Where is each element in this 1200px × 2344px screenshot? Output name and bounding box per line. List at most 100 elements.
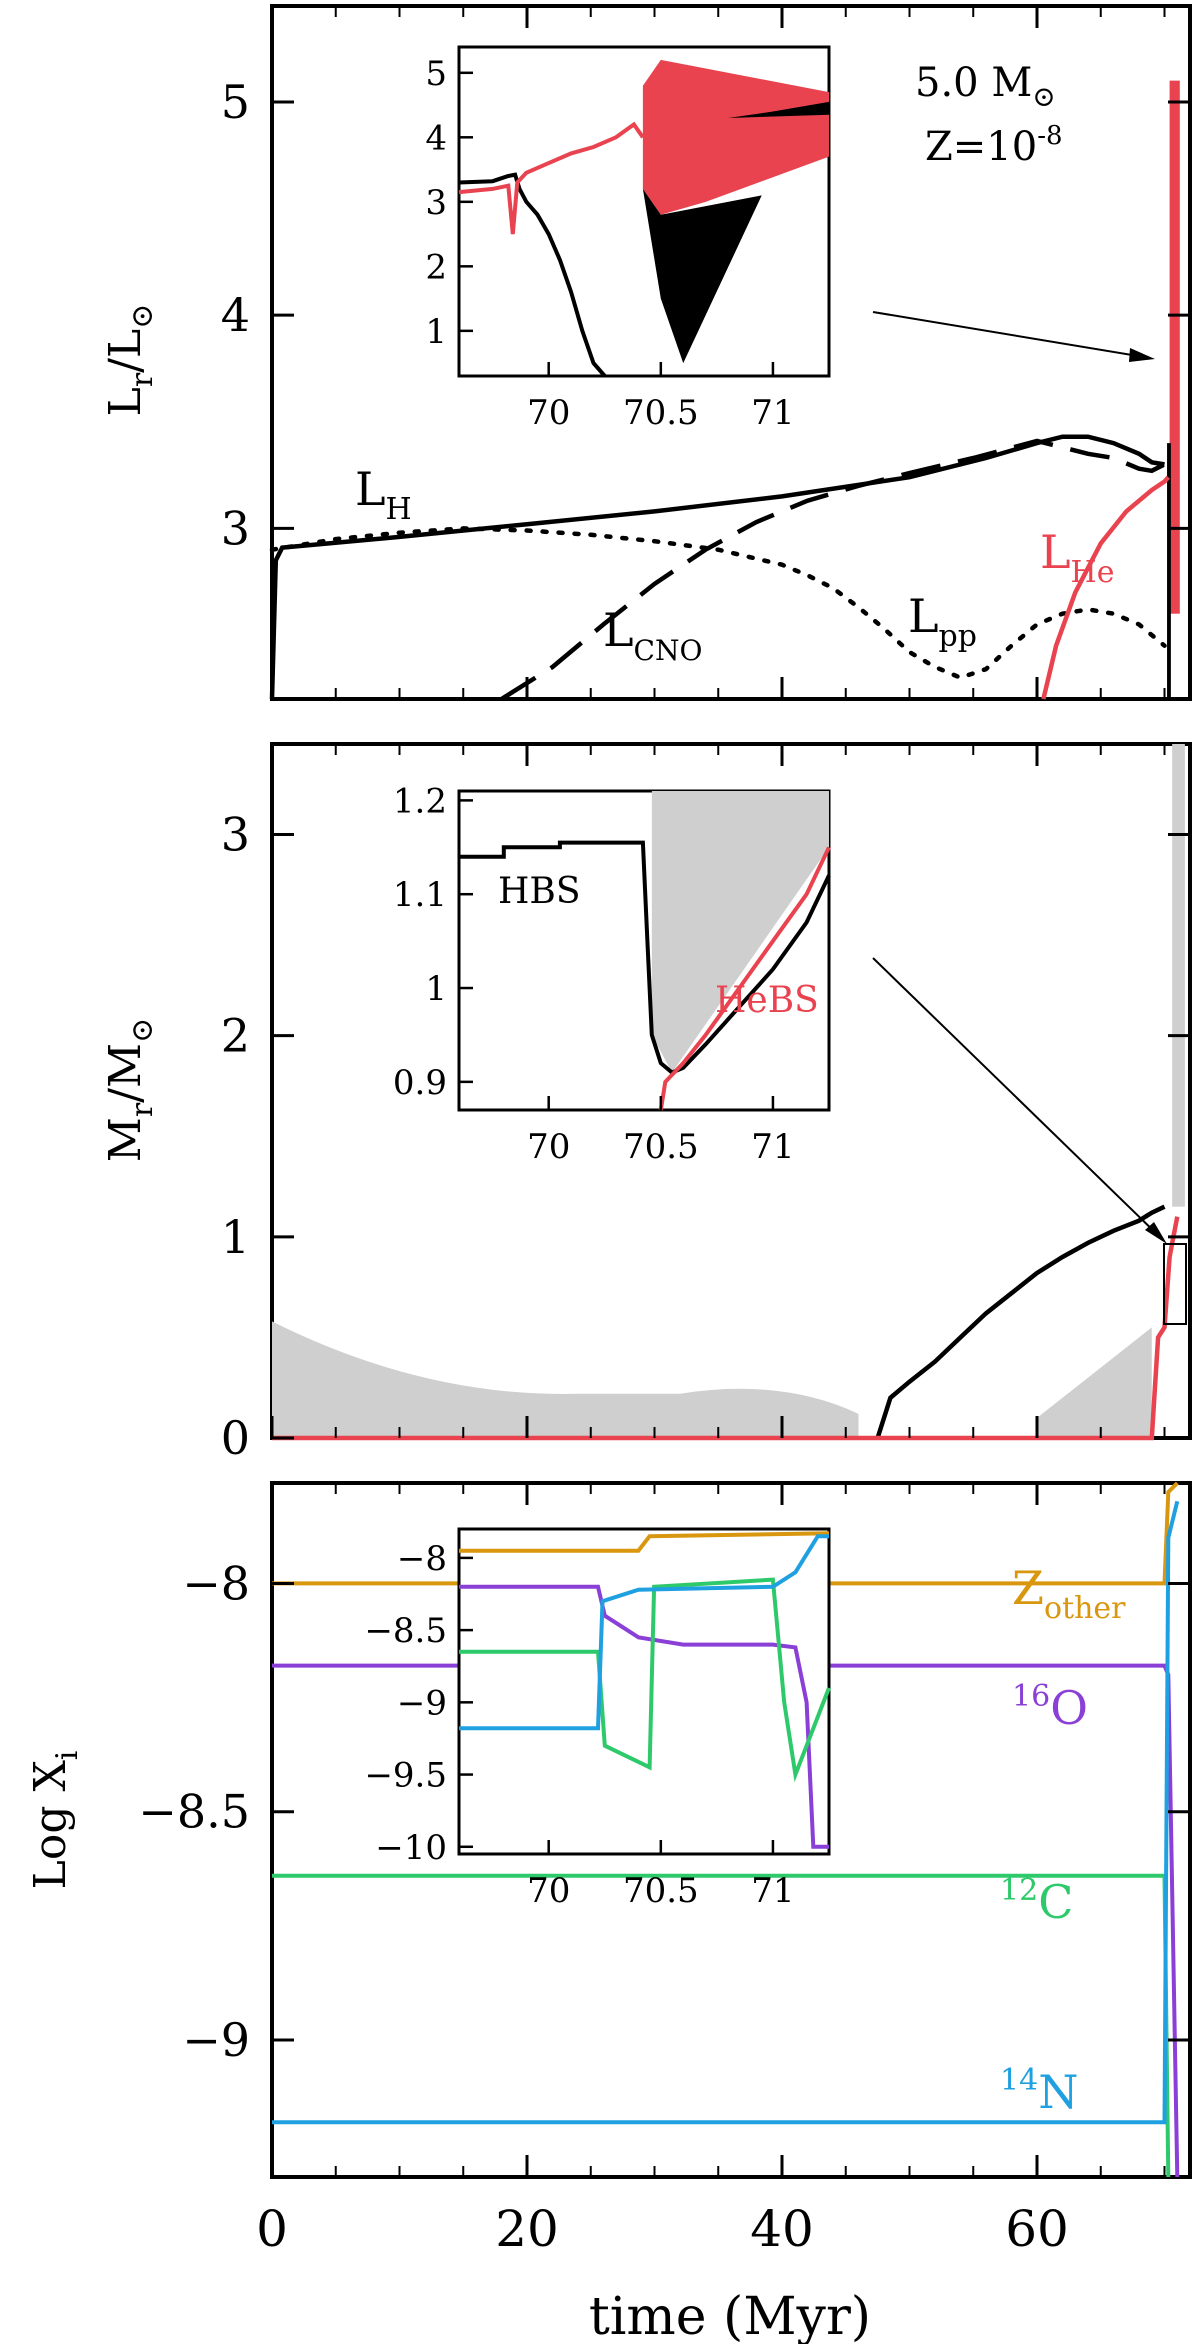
inset-bottom: −10 −9.5 −9 −8.5 −8 70 70.5 71 — [364, 1527, 831, 1911]
y-tick-label-2-1: −8.5 — [138, 1785, 250, 1839]
mass-ticks: 0 1 2 3 — [221, 744, 1190, 1465]
inset-y-tick-label-0-1: 2 — [425, 247, 447, 287]
label-o16: 16O — [1012, 1679, 1088, 1735]
y-tick-label-2-2: −8 — [182, 1556, 250, 1610]
inset-series-line-0-1 — [458, 121, 645, 235]
label-lhe: LHe — [1040, 525, 1114, 590]
inset-pointer-arrowhead-middle — [1145, 1222, 1167, 1244]
label-lh: LH — [355, 462, 412, 527]
inset-x-tick-label-1-2: 71 — [751, 1127, 794, 1167]
inset-y-tick-label-1-2: 1.1 — [393, 875, 447, 915]
inset-y-tick-label-0-0: 1 — [425, 312, 447, 352]
zoom-box — [1163, 1243, 1187, 1325]
inset-hydrogen-pulse-band — [642, 188, 762, 364]
inset-y-tick-label-2-1: −9.5 — [364, 1756, 447, 1796]
inset-mass-ticks: 0.9 1 1.1 1.2 70 70.5 71 — [393, 781, 795, 1167]
inset-black-upper — [728, 101, 829, 118]
inset-y-tick-label-0-2: 3 — [425, 183, 447, 223]
inset-abundance-series — [459, 1531, 831, 1849]
abundance-ticks: −9 −8.5 −8 — [138, 1483, 1190, 2177]
inset-x-tick-label-0-0: 70 — [527, 393, 570, 433]
label-c12: 12C — [1000, 1873, 1073, 1929]
inset-series-line-1-0 — [459, 840, 831, 1075]
series-line-2-2 — [272, 1873, 1171, 2178]
y-tick-label-0-1: 4 — [221, 288, 250, 342]
series-line-0-0 — [269, 434, 1165, 700]
inset-y-tick-label-1-0: 0.9 — [393, 1063, 447, 1103]
abundance-panel: −9−8.5−8 Log Xi Zother 16O 12C 14N −10−9… — [25, 1481, 1192, 2344]
label-lcno: LCNO — [603, 603, 702, 667]
convective-zone-2 — [1037, 1327, 1152, 1438]
hydrogen-pulse-band — [1167, 443, 1171, 699]
inset-y-tick-label-1-3: 1.2 — [393, 781, 447, 821]
inset-series-line-0-0 — [458, 172, 607, 378]
inset-pointer-arrowhead-top — [1129, 348, 1155, 362]
inset-luminosity-series — [458, 59, 829, 378]
label-n14: 14N — [1000, 2063, 1078, 2119]
convective-zone-1 — [272, 1321, 859, 1438]
y-axis-label-bottom: Log Xi — [25, 1751, 85, 1890]
convective-zone-3 — [1172, 744, 1185, 1207]
x-tick-label-0: 0 — [256, 2200, 288, 2258]
label-zother: Zother — [1012, 1561, 1126, 1626]
luminosity-series — [269, 80, 1180, 701]
inset-y-tick-label-1-1: 1 — [425, 969, 447, 1009]
y-tick-label-0-2: 5 — [221, 75, 250, 129]
inset-x-tick-label-0-2: 71 — [751, 393, 794, 433]
inset-series-line-2-0 — [459, 1531, 830, 1553]
inset-x-tick-label-1-1: 70.5 — [623, 1127, 699, 1167]
inset-x-tick-label-0-1: 70.5 — [623, 393, 699, 433]
inset-series-line-2-3 — [459, 1534, 829, 1731]
inset-luminosity-ticks: 1 2 3 4 5 70 70.5 71 — [425, 54, 794, 433]
y-tick-label-2-0: −9 — [182, 2013, 250, 2067]
inset-y-tick-label-0-4: 5 — [425, 54, 447, 94]
inset-y-tick-label-2-4: −8 — [397, 1539, 447, 1579]
inset-series-line-1-1 — [658, 846, 831, 1111]
inset-y-tick-label-0-3: 4 — [425, 118, 447, 158]
x-axis-label: time (Myr) — [589, 2287, 871, 2344]
y-tick-label-1-0: 0 — [221, 1411, 250, 1465]
x-tick-label-3: 60 — [1005, 2200, 1069, 2258]
inset-y-tick-label-2-3: −8.5 — [364, 1611, 447, 1651]
series-line-1-1 — [272, 1216, 1180, 1441]
inset-mass-series — [459, 791, 831, 1111]
y-tick-label-1-2: 2 — [221, 1009, 250, 1063]
helium-pulse-band — [1169, 80, 1180, 614]
y-tick-label-1-1: 1 — [221, 1210, 250, 1264]
x-axis-ticks: 0 20 40 60 — [256, 2200, 1069, 2258]
luminosity-ticks: 3 4 5 — [221, 6, 1190, 699]
x-tick-label-2: 40 — [750, 2200, 814, 2258]
mass-panel: 0 1 2 3 Mr/M⊙ 0.9 1 1.1 1.2 70 70.5 71 HBS HeBS — [100, 742, 1192, 1465]
mass-label: 5.0 M⊙ — [915, 60, 1056, 113]
inset-top: 1 2 3 4 5 70 70.5 71 — [425, 45, 831, 433]
series-line-1-0 — [875, 1204, 1166, 1439]
mass-series — [272, 744, 1185, 1441]
label-hebs: HeBS — [715, 980, 819, 1021]
series-line-0-1 — [500, 438, 1166, 701]
inset-y-tick-label-2-0: −10 — [375, 1828, 447, 1868]
inset-pointer-arrow-top — [872, 311, 1151, 359]
y-tick-label-1-3: 3 — [221, 808, 250, 862]
inset-x-tick-label-1-0: 70 — [527, 1127, 570, 1167]
luminosity-panel: 345 Lr/L⊙ 5.0 M⊙ Z=10-8 LH LCNO Lpp LHe … — [100, 4, 1192, 701]
x-tick-label-1: 20 — [495, 2200, 559, 2258]
label-hbs: HBS — [498, 871, 581, 912]
series-line-0-3 — [1041, 475, 1170, 700]
inset-x-tick-label-2-1: 70.5 — [623, 1871, 699, 1911]
inset-convective-zone — [651, 791, 829, 1073]
inset-abundance-ticks: −10 −9.5 −9 −8.5 −8 70 70.5 71 — [364, 1539, 794, 1911]
inset-series-line-2-2 — [459, 1577, 831, 1783]
inset-middle: 0.9 1 1.1 1.2 70 70.5 71 HBS HeBS — [393, 781, 831, 1167]
y-axis-label-top: Lr/L⊙ — [100, 304, 160, 417]
metallicity-label: Z=10-8 — [925, 121, 1063, 170]
inset-x-tick-label-2-2: 71 — [751, 1871, 794, 1911]
y-tick-label-0-0: 3 — [221, 501, 250, 555]
series-line-0-2 — [269, 526, 1167, 681]
inset-x-tick-label-2-0: 70 — [527, 1871, 570, 1911]
series-line-2-3 — [272, 1500, 1180, 2125]
label-lpp: Lpp — [908, 589, 977, 654]
inset-pointer-arrow-middle — [872, 957, 1164, 1241]
inset-helium-pulse-band — [642, 59, 829, 215]
inset-y-tick-label-2-2: −9 — [397, 1683, 447, 1723]
